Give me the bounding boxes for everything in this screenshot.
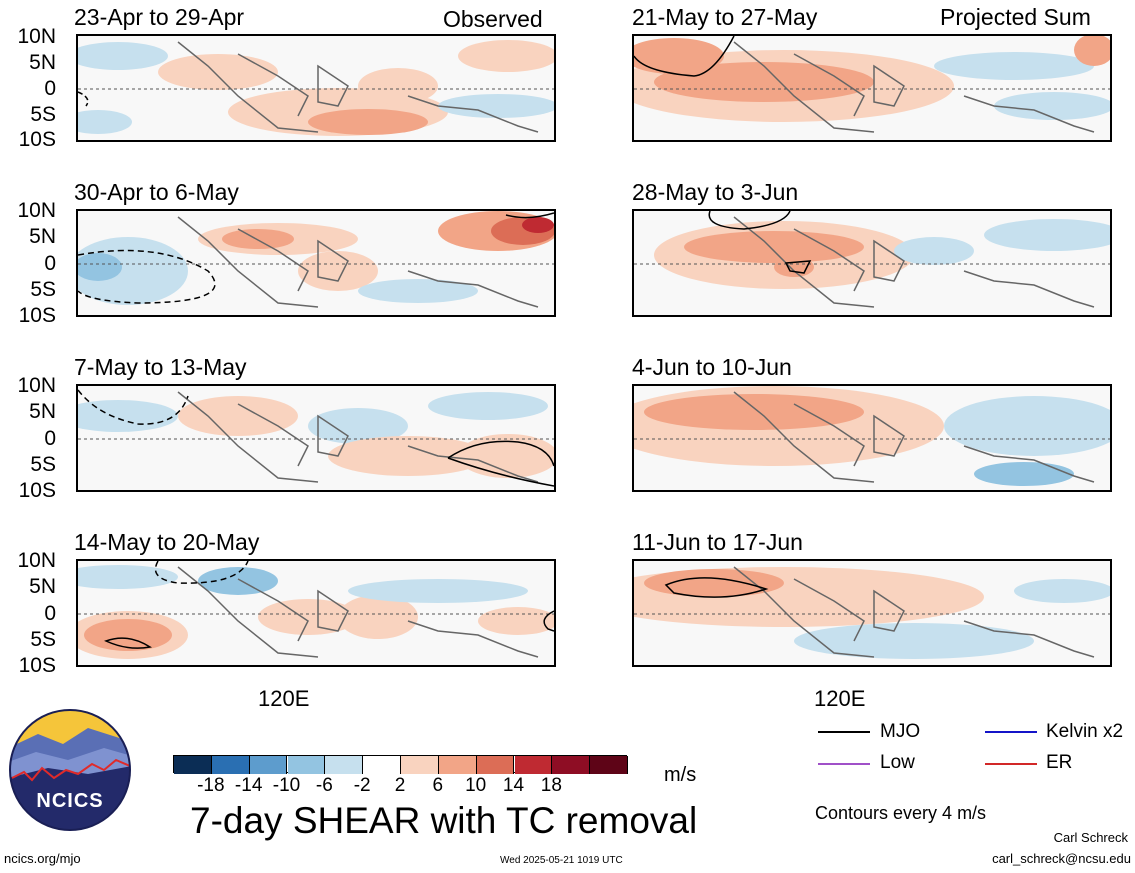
panel-title: 28-May to 3-Jun	[632, 179, 799, 205]
lon-label: 120E	[258, 686, 310, 711]
colorbar-cell	[249, 756, 288, 774]
lat-label: 10N	[17, 374, 56, 397]
map-panel	[632, 34, 1112, 142]
colorbar-tick-label: 2	[394, 775, 406, 796]
lat-label: 5N	[29, 575, 56, 598]
colorbar-tick-label: 14	[502, 775, 525, 796]
contour-note: Contours every 4 m/s	[815, 803, 987, 823]
colorbar-cell	[438, 756, 477, 774]
panel-title: 30-Apr to 6-May	[74, 179, 239, 205]
panel-title: 7-May to 13-May	[74, 354, 247, 380]
colorbar-ticks: -18 -14 -10 -6 -2 2 6 10 14 18	[173, 775, 627, 799]
colorbar-tick-label: -14	[234, 775, 263, 796]
panel-title: 23-Apr to 29-Apr	[74, 4, 245, 30]
legend-line-er	[985, 763, 1037, 765]
colorbar-cell	[287, 756, 326, 774]
colorbar-tick-label: -2	[353, 775, 371, 796]
panel-title: 21-May to 27-May	[632, 4, 818, 30]
lat-label: 0	[44, 602, 56, 625]
main-title: 7-day SHEAR with TC removal	[190, 800, 698, 841]
legend-label-low: Low	[880, 752, 915, 773]
lat-label: 5S	[30, 628, 56, 651]
footer-timestamp: Wed 2025-05-21 1019 UTC	[500, 855, 623, 866]
colorbar-tick-label: 10	[465, 775, 487, 796]
legend-line-mjo	[818, 731, 870, 733]
colorbar-tick-label: -6	[315, 775, 333, 796]
colorbar-tick-label: 18	[540, 775, 562, 796]
colorbar-tick-label: -10	[272, 775, 301, 796]
lon-label: 120E	[814, 686, 866, 711]
ncics-logo: NCICS	[8, 708, 132, 832]
panel-title: 14-May to 20-May	[74, 529, 260, 555]
legend-line-kelvin	[985, 731, 1037, 733]
lat-label: 0	[44, 77, 56, 100]
lat-label: 10S	[18, 654, 56, 677]
lat-label: 5S	[30, 278, 56, 301]
lat-label: 10N	[17, 199, 56, 222]
projected-column-label: Projected Sum	[940, 4, 1091, 30]
map-panel	[76, 209, 556, 317]
lat-label: 10S	[18, 128, 56, 151]
observed-column-label: Observed	[443, 6, 543, 32]
legend-label-kelvin: Kelvin x2	[1046, 721, 1124, 742]
lat-label: 10N	[17, 549, 56, 572]
colorbar-tick-label: 6	[432, 775, 444, 796]
colorbar-unit: m/s	[664, 764, 697, 786]
map-panel	[632, 384, 1112, 492]
colorbar-cell	[552, 756, 591, 774]
colorbar	[173, 755, 628, 774]
colorbar-cell	[211, 756, 250, 774]
colorbar-tick-label: -18	[197, 775, 225, 796]
legend-label-er: ER	[1046, 752, 1073, 773]
footer-url: ncics.org/mjo	[4, 851, 81, 866]
map-panel	[76, 34, 556, 142]
map-panel	[632, 209, 1112, 317]
lat-label: 5N	[29, 51, 56, 74]
colorbar-cell	[325, 756, 364, 774]
colorbar-cell	[590, 756, 628, 774]
lat-label: 5N	[29, 225, 56, 248]
lat-label: 10S	[18, 304, 56, 327]
map-panel	[76, 559, 556, 667]
panel-title: 4-Jun to 10-Jun	[632, 354, 792, 380]
colorbar-cell	[174, 756, 212, 774]
colorbar-cell	[476, 756, 515, 774]
lat-label: 0	[44, 427, 56, 450]
lat-label: 10N	[17, 25, 56, 48]
lat-label: 10S	[18, 479, 56, 502]
lat-label: 5N	[29, 400, 56, 423]
colorbar-cell	[363, 756, 401, 774]
map-panel	[632, 559, 1112, 667]
panel-title: 11-Jun to 17-Jun	[632, 529, 803, 555]
legend-label-mjo: MJO	[880, 721, 921, 742]
lat-label: 5S	[30, 453, 56, 476]
footer-author: Carl Schreck	[1053, 830, 1128, 845]
map-panel	[76, 384, 556, 492]
lat-label: 5S	[30, 103, 56, 126]
colorbar-cell	[514, 756, 553, 774]
footer-email: carl_schreck@ncsu.edu	[992, 851, 1131, 866]
lat-label: 0	[44, 252, 56, 275]
colorbar-cell	[401, 756, 439, 774]
logo-text: NCICS	[36, 790, 104, 812]
legend-line-low	[818, 763, 870, 765]
